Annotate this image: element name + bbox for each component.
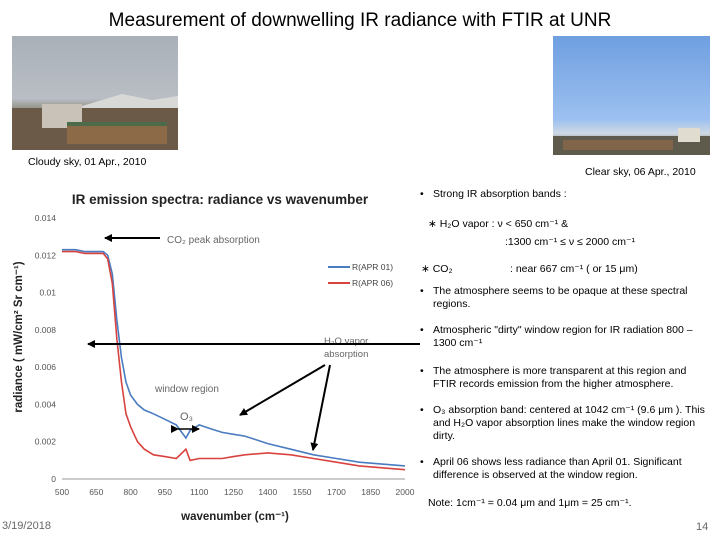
co2-band-value: : near 667 cm⁻¹ ( or 15 μm): [510, 263, 638, 275]
bullet-dot-icon: •: [420, 188, 424, 200]
clear-caption: Clear sky, 06 Apr., 2010: [585, 166, 696, 178]
bullet-2-text: The atmosphere seems to be opaque at the…: [433, 285, 688, 310]
x-tick-label: 1250: [224, 487, 243, 497]
chart-title: IR emission spectra: radiance vs wavenum…: [72, 192, 369, 207]
x-tick-label: 650: [89, 487, 103, 497]
radiance-chart: IR emission spectra: radiance vs wavenum…: [13, 192, 420, 523]
legend: R(APR 01) R(APR 06): [328, 262, 393, 288]
x-tick-label: 1850: [361, 487, 380, 497]
h2o-arrow-right: [310, 364, 331, 451]
bullet-dot-icon: •: [420, 456, 424, 468]
bullet-dot-icon: •: [420, 365, 424, 377]
page-number: 14: [696, 521, 709, 533]
o3-annotation: O₃: [180, 411, 193, 423]
h2o-annotation-line1: H₂O vapor: [324, 336, 368, 347]
annotation-arrows: [87, 234, 420, 451]
x-tick-label: 1700: [327, 487, 346, 497]
y-tick-label: 0.014: [35, 213, 57, 223]
x-tick-label: 1550: [293, 487, 312, 497]
series-line-apr01: [62, 248, 406, 467]
x-tick-label: 500: [55, 487, 69, 497]
y-tick-label: 0.01: [39, 288, 56, 298]
bullet-dot-icon: •: [420, 324, 424, 336]
y-tick-label: 0.002: [35, 437, 57, 447]
legend-label-apr01: R(APR 01): [352, 262, 393, 272]
co2-band-label: ∗ CO₂: [421, 263, 453, 275]
series-lines: [62, 248, 406, 471]
bullet-4-text: The atmosphere is more transparent at th…: [433, 365, 687, 390]
cloudy-buildings-illustration: [12, 94, 178, 150]
x-axis-label: wavenumber (cm⁻¹): [180, 511, 289, 523]
x-tick-label: 950: [158, 487, 172, 497]
bullet-6-text: April 06 shows less radiance than April …: [433, 456, 682, 481]
x-tick-label: 2000: [396, 487, 415, 497]
window-region-annotation: window region: [154, 384, 219, 395]
x-tick-label: 1100: [190, 487, 209, 497]
h2o-annotation-line2: absorption: [324, 349, 368, 360]
h2o-arrow-left: [239, 364, 326, 416]
y-axis-ticks: 0 0.002 0.004 0.006 0.008 0.01 0.012 0.014: [35, 213, 57, 484]
y-tick-label: 0.006: [35, 362, 57, 372]
y-tick-label: 0: [51, 474, 56, 484]
clear-buildings-illustration: [553, 128, 710, 155]
bullet-5-text: O₃ absorption band: centered at 1042 cm⁻…: [433, 404, 705, 442]
cloudy-caption: Cloudy sky, 01 Apr., 2010: [28, 156, 147, 168]
h2o-bands-line2: :1300 cm⁻¹ ≤ ν ≤ 2000 cm⁻¹: [505, 236, 635, 248]
x-axis-ticks: 500 650 800 950 1100 1250 1400 1550 1700 1850 2000: [55, 487, 415, 497]
y-tick-label: 0.008: [35, 325, 57, 335]
x-tick-label: 1400: [258, 487, 277, 497]
h2o-bands-line1: ∗ H₂O vapor : ν < 650 cm⁻¹ &: [428, 218, 569, 230]
y-axis-label: radiance ( mW/cm² Sr cm⁻¹): [13, 261, 25, 412]
legend-label-apr06: R(APR 06): [352, 278, 393, 288]
bullet-dot-icon: •: [420, 285, 424, 297]
x-tick-label: 800: [124, 487, 138, 497]
y-tick-label: 0.004: [35, 399, 57, 409]
y-tick-label: 0.012: [35, 250, 57, 260]
clear-sky-photo: [553, 36, 710, 155]
bullet-1-text: Strong IR absorption bands :: [433, 188, 567, 200]
annotations: CO₂ peak absorption H₂O vapor absorption…: [154, 235, 368, 423]
co2-annotation: CO₂ peak absorption: [167, 235, 260, 246]
footer-date: 3/19/2018: [2, 520, 51, 532]
unit-note: Note: 1cm⁻¹ = 0.04 μm and 1μm = 25 cm⁻¹.: [428, 497, 632, 509]
bullet-dot-icon: •: [420, 404, 424, 416]
series-line-apr06: [62, 250, 406, 471]
slide-title: Measurement of downwelling IR radiance w…: [108, 10, 612, 31]
bullet-3-text: Atmospheric "dirty" window region for IR…: [433, 324, 693, 349]
cloudy-sky-photo: [12, 36, 178, 150]
